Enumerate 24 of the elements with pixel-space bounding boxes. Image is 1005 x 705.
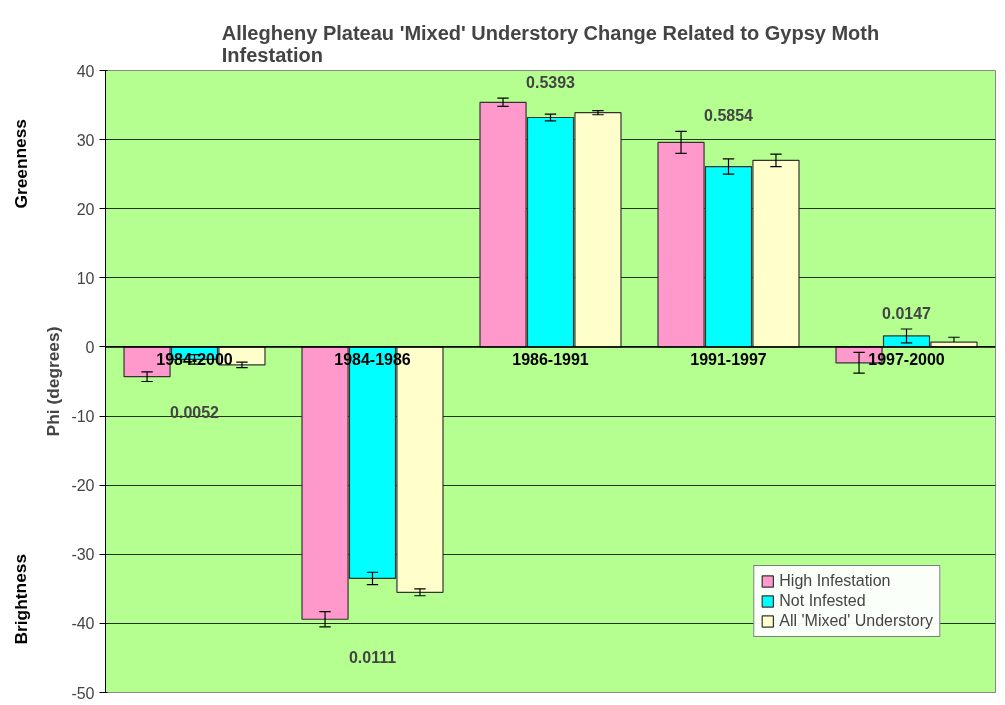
annotation: 0.0147	[882, 304, 932, 322]
y-tick-label: -10	[71, 408, 95, 426]
annotation: 0.0111	[348, 648, 397, 666]
y-tick-label: 10	[76, 269, 95, 287]
x-tick-label: 1997-2000	[868, 350, 945, 368]
y-tick-label: 20	[76, 200, 95, 218]
y-tick-label: -50	[71, 684, 95, 702]
chart-title: Allegheny Plateau 'Mixed' Understory Change Related to Gypsy Moth Infestation	[221, 21, 880, 66]
y-tick-label: -30	[71, 546, 95, 564]
legend-label: High Infestation	[779, 572, 891, 590]
y-axis-title: Phi (degrees)	[43, 326, 64, 437]
y-tick-label: 40	[76, 62, 95, 80]
y-tick-label: -20	[71, 477, 95, 495]
annotation: 0.5393	[526, 74, 576, 92]
y-tick-label: 30	[76, 131, 95, 149]
text: Brightness	[10, 553, 31, 645]
text: Greenness	[10, 119, 31, 209]
y-tick-label: -40	[71, 615, 95, 633]
legend-label: All 'Mixed' Understory	[779, 612, 933, 630]
legend-label: Not Infested	[779, 592, 866, 610]
x-tick-label: 1986-1991	[512, 350, 589, 368]
annotation: 0.5854	[704, 107, 754, 125]
x-tick-label: 1991-1997	[690, 350, 767, 368]
y-tick-label: 0	[85, 338, 95, 356]
